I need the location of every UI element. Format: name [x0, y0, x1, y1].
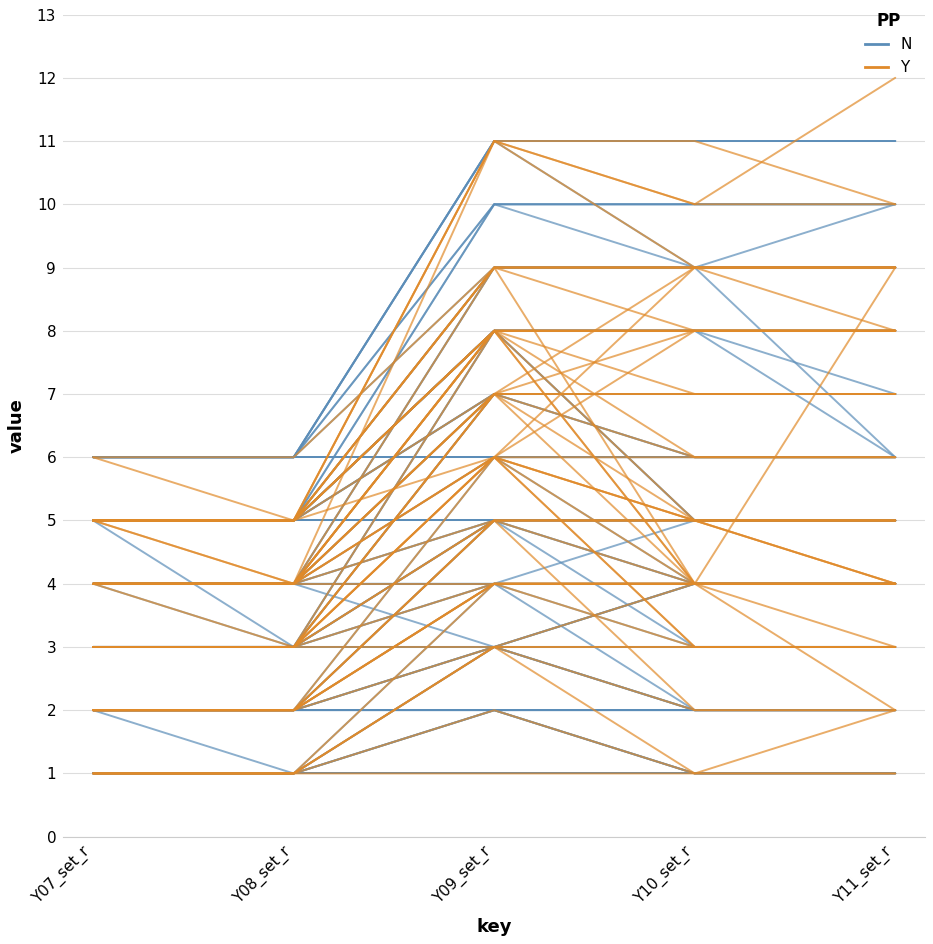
Legend: N, Y: N, Y: [859, 6, 918, 81]
X-axis label: key: key: [477, 919, 512, 936]
Y-axis label: value: value: [7, 398, 25, 453]
